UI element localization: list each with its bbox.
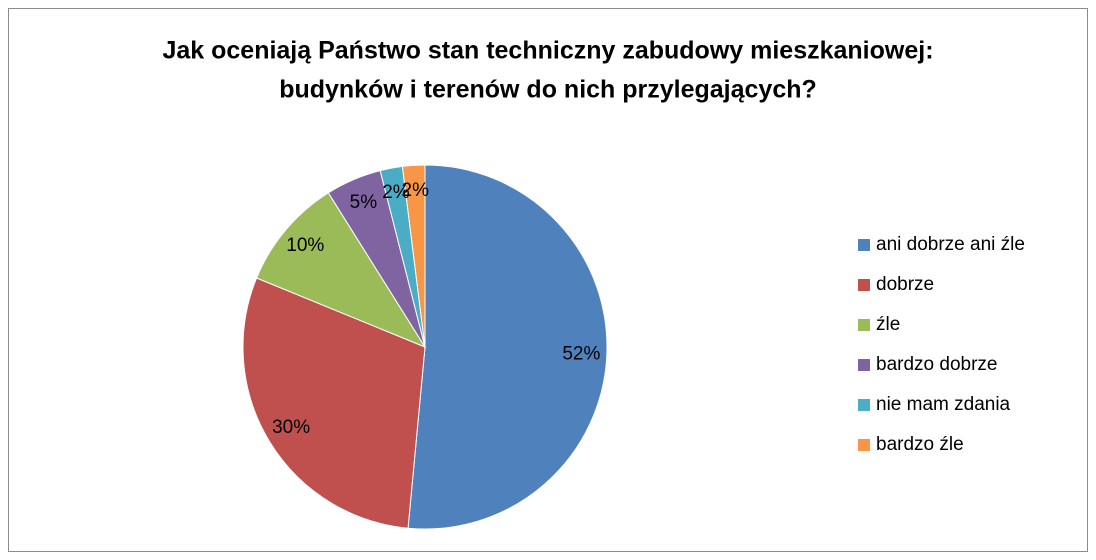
chart-title: budynków i terenów do nich przylegającyc… [279,76,817,104]
legend-label: bardzo źle [876,434,964,455]
pie-slice [242,277,426,529]
pie-slice [401,164,426,348]
data-label: 10% [286,235,324,256]
chart-title: Jak oceniają Państwo stan techniczny zab… [162,37,933,65]
data-label: 2% [382,182,410,203]
legend-label: źle [876,314,900,335]
data-label: 52% [562,343,600,364]
legend-swatch [858,239,870,251]
pie-slice [407,164,608,530]
legend-swatch [858,439,870,451]
legend-label: bardzo dobrze [876,354,997,375]
legend-swatch [858,359,870,371]
pie-slice [255,192,427,349]
legend-label: ani dobrze ani źle [876,234,1025,255]
legend-swatch [858,319,870,331]
legend-label: dobrze [876,274,934,295]
legend-label: nie mam zdania [876,394,1011,415]
legend-swatch [858,399,870,411]
data-label: 5% [350,192,378,213]
legend-swatch [858,279,870,291]
data-label: 30% [272,417,310,438]
data-label: 2% [402,180,430,201]
